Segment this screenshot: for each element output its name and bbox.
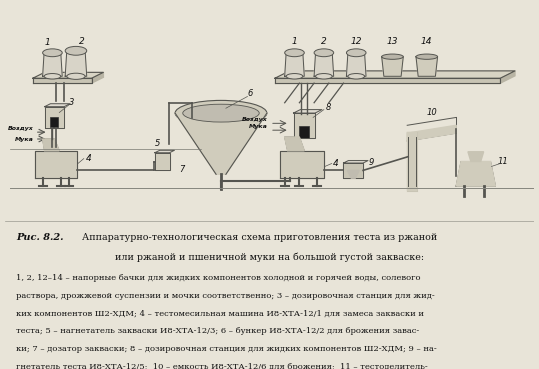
Ellipse shape <box>285 49 305 57</box>
Text: Мука: Мука <box>15 137 34 141</box>
Text: 5: 5 <box>155 139 160 148</box>
Text: ки; 7 – дозатор закваски; 8 – дозировочная станция для жидких компонентов Ш2-ХДМ: ки; 7 – дозатор закваски; 8 – дозировочн… <box>16 345 437 353</box>
Ellipse shape <box>315 73 332 79</box>
Polygon shape <box>33 72 103 78</box>
Text: 4: 4 <box>333 159 338 168</box>
Polygon shape <box>416 57 438 76</box>
Polygon shape <box>285 137 305 151</box>
Text: ких компонентов Ш2-ХДМ; 4 – тестомесильная машина И8-ХТА-12/1 для замеса закваск: ких компонентов Ш2-ХДМ; 4 – тестомесильн… <box>16 309 424 317</box>
Ellipse shape <box>44 73 61 79</box>
Ellipse shape <box>314 49 334 57</box>
Polygon shape <box>45 107 64 128</box>
Polygon shape <box>500 71 515 83</box>
Ellipse shape <box>183 104 259 122</box>
Text: теста; 5 – нагнетатель закваски И8-ХТА-12/3; 6 – бункер И8-ХТА-12/2 для брожения: теста; 5 – нагнетатель закваски И8-ХТА-1… <box>16 327 419 335</box>
Text: 6: 6 <box>248 89 253 98</box>
Text: 1: 1 <box>45 38 51 48</box>
Text: 2: 2 <box>321 37 327 45</box>
Text: Рис. 8.2.: Рис. 8.2. <box>16 233 64 242</box>
Text: 3: 3 <box>70 98 75 107</box>
Ellipse shape <box>43 49 62 57</box>
Polygon shape <box>275 78 500 83</box>
Text: или ржаной и пшеничной муки на большой густой закваске:: или ржаной и пшеничной муки на большой г… <box>115 252 424 262</box>
Text: 11: 11 <box>498 157 509 166</box>
Polygon shape <box>35 151 77 178</box>
Text: раствора, дрожжевой суспензии и мочки соответственно; 3 – дозировочная станция д: раствора, дрожжевой суспензии и мочки со… <box>16 292 435 300</box>
Ellipse shape <box>382 54 403 59</box>
Ellipse shape <box>416 54 438 59</box>
Text: 7: 7 <box>179 165 184 174</box>
Text: 9: 9 <box>368 158 374 167</box>
Polygon shape <box>43 53 62 76</box>
Ellipse shape <box>348 73 364 79</box>
Text: 12: 12 <box>350 37 362 45</box>
Text: Воздух: Воздух <box>8 126 34 131</box>
Polygon shape <box>155 150 175 153</box>
Text: 1, 2, 12–14 – напорные бачки для жидких компонентов холодной и горячей воды, сол: 1, 2, 12–14 – напорные бачки для жидких … <box>16 274 420 282</box>
Polygon shape <box>43 139 59 151</box>
Ellipse shape <box>175 100 267 126</box>
Polygon shape <box>294 110 322 113</box>
Text: 1: 1 <box>292 37 298 45</box>
Text: 14: 14 <box>421 37 432 45</box>
Polygon shape <box>65 51 87 76</box>
Ellipse shape <box>286 73 303 79</box>
Ellipse shape <box>347 49 366 57</box>
Polygon shape <box>175 113 267 174</box>
Polygon shape <box>343 163 363 178</box>
Polygon shape <box>456 162 495 186</box>
Text: гнетатель теста И8-ХТА-12/5;  10 – емкость И8-ХТА-12/6 для брожения;  11 – тесто: гнетатель теста И8-ХТА-12/5; 10 – емкост… <box>16 363 428 369</box>
Polygon shape <box>294 113 315 138</box>
Ellipse shape <box>67 73 85 79</box>
Bar <box>51 117 58 127</box>
Polygon shape <box>347 53 366 76</box>
Polygon shape <box>314 53 334 76</box>
Ellipse shape <box>65 46 87 55</box>
Text: 8: 8 <box>326 103 331 112</box>
Text: 4: 4 <box>86 154 92 163</box>
Text: 13: 13 <box>387 37 398 45</box>
Polygon shape <box>382 57 403 76</box>
Polygon shape <box>280 151 324 178</box>
Polygon shape <box>407 125 456 141</box>
Polygon shape <box>155 153 170 170</box>
Text: 2: 2 <box>79 37 85 45</box>
Bar <box>299 126 309 138</box>
Text: 10: 10 <box>426 108 437 117</box>
Polygon shape <box>45 104 70 107</box>
Text: Аппаратурно-технологическая схема приготовления теста из ржаной: Аппаратурно-технологическая схема пригот… <box>82 233 437 242</box>
Polygon shape <box>275 71 515 78</box>
Text: Мука: Мука <box>249 124 268 129</box>
Polygon shape <box>343 161 368 163</box>
Polygon shape <box>33 78 92 83</box>
Polygon shape <box>92 72 103 83</box>
Text: Воздух: Воздух <box>242 117 268 122</box>
Polygon shape <box>285 53 305 76</box>
Polygon shape <box>468 152 483 162</box>
Polygon shape <box>348 170 359 178</box>
